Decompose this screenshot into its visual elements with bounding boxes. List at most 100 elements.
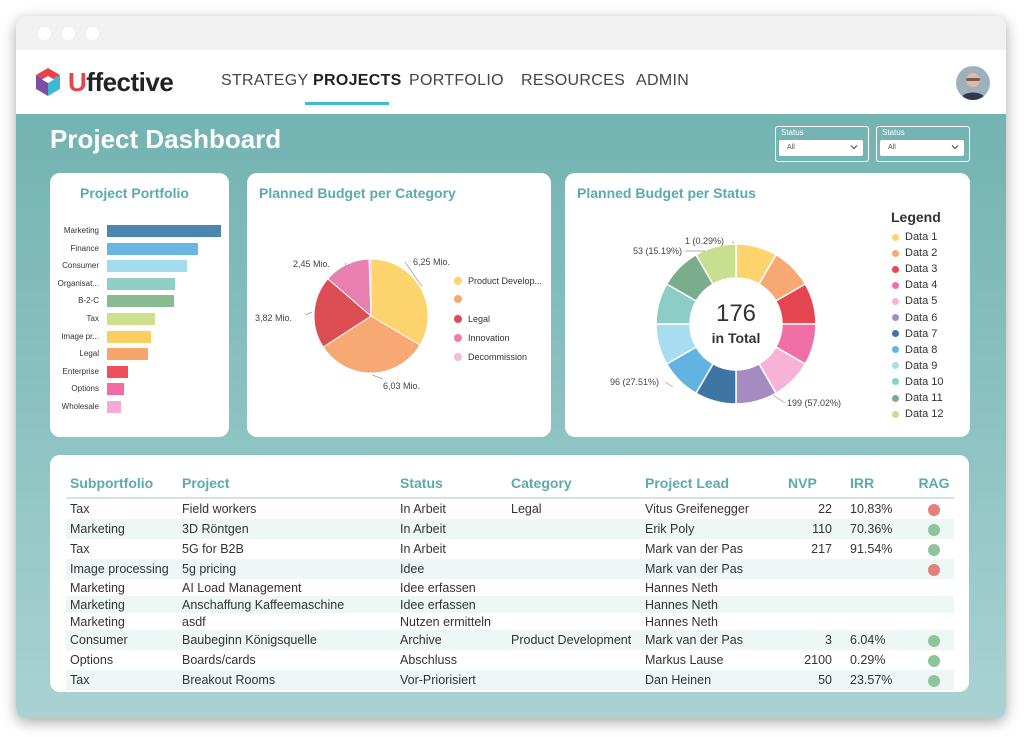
col-status[interactable]: Status [396,469,507,499]
table-row[interactable]: Image processing 5g pricing Idee Mark van d… [66,559,954,579]
donut-annotation: 1 (0.29%) [685,236,724,246]
col-irr[interactable]: IRR [836,469,914,499]
col-nvp[interactable]: NVP [784,469,836,499]
cell-project: Breakout Rooms [178,670,396,690]
cell-project: Field workers [182,502,257,516]
bar[interactable] [107,295,175,308]
col-category[interactable]: Category [507,469,641,499]
col-project[interactable]: Project [178,469,396,499]
bar[interactable] [107,383,125,396]
filter-select[interactable]: All [779,140,863,156]
cell-status: Abschluss [400,653,457,667]
bar[interactable] [107,313,155,325]
legend-item[interactable]: Data 12 [892,408,944,420]
user-avatar[interactable] [956,66,990,100]
status-filter-1[interactable]: Status All [775,126,869,162]
status-filter-2[interactable]: Status All [876,126,970,162]
donut-leader-line [772,394,786,404]
app-logo[interactable]: Uffective [32,64,174,100]
cell-rag [914,613,954,630]
donut-segment[interactable] [694,243,737,286]
filter-select[interactable]: All [880,140,964,156]
cell-project: asdf [182,614,206,629]
pie-leader-line [404,261,423,287]
bar[interactable] [107,225,221,237]
bar[interactable] [107,277,176,290]
legend-dot [892,297,899,305]
legend-item[interactable]: Data 7 [892,328,937,340]
cell-nvp: 110 [784,519,836,539]
nav-portfolio[interactable]: PORTFOLIO [409,72,504,89]
cell-irr: 91.54% [850,542,893,556]
legend-label: Data 8 [905,343,938,356]
pie-slice[interactable] [322,315,421,374]
cell-subportfolio: Marketing [66,596,178,613]
cell-irr: 70.36% [836,519,914,539]
status-donut-chart: 1 (0.29%)53 (15.19%) 96 (27.51%) 199 (57.0… [610,236,841,408]
legend-dot [892,249,899,257]
legend-dot [454,277,462,285]
dashboard-content: Project Dashboard Status All Status All … [16,114,1006,718]
col-project-lead[interactable]: Project Lead [641,469,784,499]
legend-item[interactable]: Data 9 [892,360,937,372]
bar[interactable] [107,260,187,273]
nav-strategy[interactable]: STRATEGY [221,72,309,89]
pie-slice[interactable] [370,258,429,346]
cell-status: Idee [396,559,507,579]
col-subportfolio[interactable]: Subportfolio [66,469,178,499]
legend-item[interactable]: Data 11 [892,392,943,404]
legend-item[interactable]: Data 3 [892,263,937,275]
table-row[interactable]: Marketing Anschaffung Kaffeemaschine Idee … [66,596,954,613]
bar[interactable] [107,348,149,361]
legend-item[interactable]: Data 5 [892,295,937,307]
table-row[interactable]: Marketing 3D Röntgen In Arbeit Erik Poly 110… [66,519,954,539]
nav-resources[interactable]: RESOURCES [521,72,626,89]
legend-item[interactable]: Innovation [454,333,510,343]
pie-leader-line [304,311,313,316]
table-row[interactable]: Options Boards/cards Abschluss Markus Lause… [66,650,954,670]
legend-item[interactable]: Data 10 [892,376,944,388]
legend-item[interactable]: Data 1 [892,231,937,243]
bar[interactable] [107,365,128,378]
cell-status: Idee erfassen [396,596,507,613]
bar-label: Legal [79,349,99,359]
pie-data-label: 6,25 Mio. [413,257,450,267]
cell-nvp [784,613,836,630]
legend-item[interactable]: Decommission [454,352,527,362]
chevron-down-icon [951,145,959,150]
legend-dot [454,353,462,361]
legend-item[interactable]: Legal [454,314,490,324]
bar[interactable] [107,330,152,343]
col-rag[interactable]: RAG [914,469,954,499]
nav-projects[interactable]: PROJECTS [313,72,402,89]
legend-item[interactable] [454,295,468,303]
table-row[interactable]: Tax Field workers In Arbeit Legal Vitus Grei… [66,498,954,519]
table-row[interactable]: Tax 5G for B2B In Arbeit Mark van der Pas 21… [66,539,954,559]
cell-category: Legal [511,502,542,516]
table-row[interactable]: Tax Breakout Rooms Vor-Priorisiert Dan Hein… [66,670,954,690]
cell-category [507,670,641,690]
legend-item[interactable]: Data 6 [892,312,937,324]
legend-label: Data 1 [905,231,938,243]
legend-label: Data 2 [905,247,938,260]
table-header-row: Subportfolio Project Status Category Pro… [66,469,954,499]
bar-label: Consumer [62,261,99,271]
nav-admin[interactable]: ADMIN [636,72,690,89]
cell-irr [836,559,914,579]
table-row[interactable]: Marketing AI Load Management Idee erfassen… [66,579,954,596]
bar[interactable] [107,401,121,413]
pie-slice[interactable] [368,258,372,317]
legend-item[interactable]: Data 2 [892,247,937,259]
donut-annotation: 96 (27.51%) [610,377,659,387]
legend-item[interactable]: Product Develop... [454,276,542,286]
pie-slice[interactable] [313,278,372,348]
table-row[interactable]: Consumer Baubeginn Königsquelle Archive Pro… [66,630,954,650]
bar-label: Image pr... [61,331,99,341]
bar[interactable] [107,242,199,255]
legend-item[interactable]: Data 4 [892,279,937,291]
legend-label: Data 10 [905,375,944,388]
filter-value: All [888,144,896,151]
table-row[interactable]: Marketing asdf Nutzen ermitteln Hannes Neth [66,613,954,630]
cell-subportfolio: Tax [70,502,90,516]
legend-item[interactable]: Data 8 [892,344,937,356]
